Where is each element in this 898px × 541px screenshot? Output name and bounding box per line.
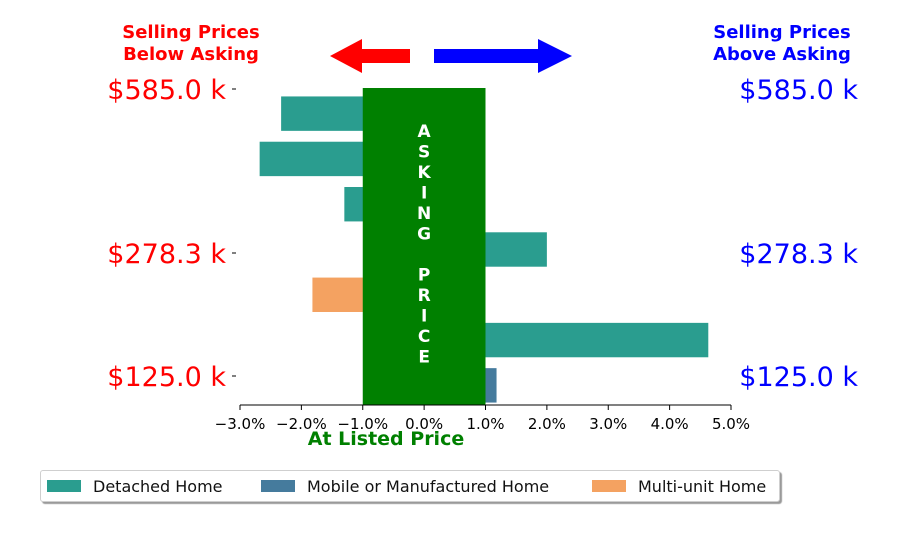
x-tick-label-7: 4.0% <box>651 415 689 433</box>
y-right-label-0: $585.0 k <box>739 75 858 106</box>
legend-label-detached: Detached Home <box>93 477 223 496</box>
x-axis: −3.0% −2.0% −1.0% 0.0% 1.0% 2.0% 3.0% 4.0% 5.0% A… <box>215 404 750 450</box>
y-axis-right: $585.0 k $278.3 k $125.0 k <box>739 75 858 393</box>
legend-swatch-mobile <box>261 480 295 492</box>
x-tick-label-2: −1.0% <box>337 415 388 433</box>
x-tick-label-6: 3.0% <box>589 415 627 433</box>
direction-arrows <box>330 39 572 73</box>
y-right-label-1: $278.3 k <box>739 239 858 270</box>
band-letter-3: I <box>421 184 427 204</box>
x-tick-label-3: 0.0% <box>405 415 443 433</box>
band-letter-9: I <box>421 307 427 327</box>
x-tick-label-5: 2.0% <box>528 415 566 433</box>
band-letter-5: G <box>417 225 431 245</box>
legend-swatch-detached <box>47 480 81 492</box>
y-left-label-0: $585.0 k <box>107 75 226 106</box>
band-letter-8: R <box>418 286 431 306</box>
band-letter-4: N <box>417 204 431 224</box>
legend-label-multi-unit: Multi-unit Home <box>638 477 767 496</box>
x-axis-label: At Listed Price <box>308 428 464 450</box>
left-arrow-icon <box>330 39 410 73</box>
x-tick-label-0: −3.0% <box>215 415 266 433</box>
y-right-label-2: $125.0 k <box>739 362 858 393</box>
band-letter-7: P <box>418 266 430 286</box>
legend: Detached Home Mobile or Manufactured Hom… <box>40 470 780 502</box>
y-left-label-2: $125.0 k <box>107 362 226 393</box>
band-letter-10: C <box>418 327 430 347</box>
right-arrow-icon <box>434 39 572 73</box>
legend-label-mobile: Mobile or Manufactured Home <box>307 477 550 496</box>
band-letter-11: E <box>418 348 430 368</box>
band-letter-0: A <box>418 122 432 142</box>
x-tick-label-8: 5.0% <box>712 415 750 433</box>
band-letter-1: S <box>418 143 430 163</box>
header-right-line-0: Selling Prices <box>713 22 850 43</box>
y-left-label-1: $278.3 k <box>107 239 226 270</box>
x-tick-label-4: 1.0% <box>466 415 504 433</box>
header-left-line-1: Below Asking <box>123 44 259 65</box>
header-right-line-1: Above Asking <box>713 44 851 65</box>
y-axis-left: $585.0 k $278.3 k $125.0 k <box>107 75 236 393</box>
x-tick-label-1: −2.0% <box>276 415 327 433</box>
header-left-line-0: Selling Prices <box>122 22 259 43</box>
asking-price-band <box>362 88 486 405</box>
legend-swatch-multi-unit <box>592 480 626 492</box>
band-letter-2: K <box>418 163 432 183</box>
